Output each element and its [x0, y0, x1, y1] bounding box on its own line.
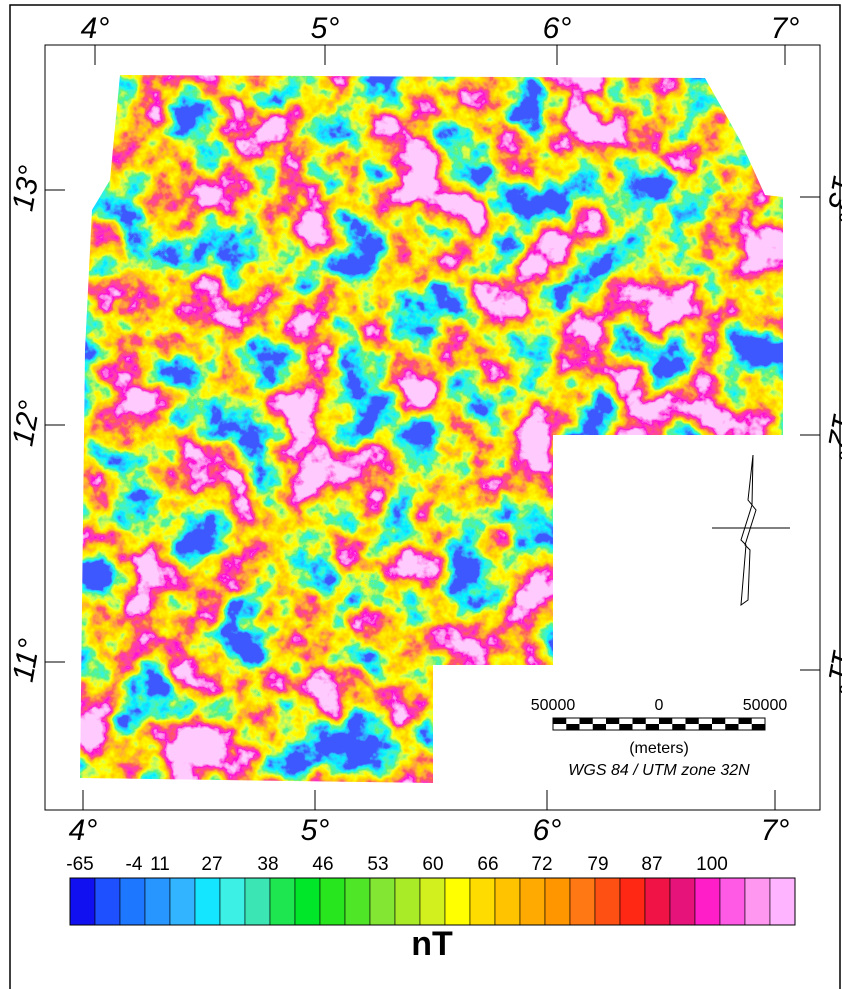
- colorbar-cell: [520, 878, 545, 925]
- colorbar-label: -65: [66, 854, 93, 875]
- scale-check: [752, 724, 765, 730]
- magnetic-grid: [70, 70, 790, 790]
- colorbar-label: 53: [367, 854, 388, 875]
- left-label: 12°: [6, 398, 46, 448]
- colorbar-cell: [295, 878, 320, 925]
- projection: WGS 84 / UTM zone 32N: [568, 762, 750, 779]
- colorbar-cell: [70, 878, 95, 925]
- colorbar-cell: [270, 878, 295, 925]
- colorbar-label: 38: [257, 854, 278, 875]
- colorbar-cell: [595, 878, 620, 925]
- left-label: 13°: [6, 163, 46, 213]
- left-label: 11°: [7, 636, 47, 684]
- right-label: 13°: [819, 173, 842, 223]
- top-label: 6°: [543, 12, 572, 45]
- page: (meters) WGS 84 / UTM zone 32N nT 4° 5° 6°…: [0, 0, 842, 989]
- colorbar-cell: [545, 878, 570, 925]
- scale-check: [712, 718, 725, 724]
- colorbar-cell: [245, 878, 270, 925]
- scale-check: [633, 718, 646, 724]
- colorbar-label: 87: [641, 854, 662, 875]
- colorbar-cell: [95, 878, 120, 925]
- scale-check: [606, 718, 619, 724]
- colorbar-cell: [670, 878, 695, 925]
- scale-label: 0: [655, 697, 664, 714]
- colorbar-cell: [645, 878, 670, 925]
- scale-bar: [553, 718, 765, 730]
- colorbar-cell: [170, 878, 195, 925]
- scale-check: [686, 718, 699, 724]
- bottom-label: 5°: [301, 814, 330, 847]
- colorbar-cell: [770, 878, 795, 925]
- scale-check: [659, 718, 672, 724]
- colorbar-cell: [420, 878, 445, 925]
- bottom-label: 7°: [761, 814, 790, 847]
- top-label: 4°: [81, 12, 110, 45]
- right-label: 12°: [819, 411, 842, 461]
- scale-check: [646, 724, 659, 730]
- scale-check: [672, 724, 685, 730]
- colorbar-cell: [745, 878, 770, 925]
- colorbar-label: 79: [587, 854, 608, 875]
- colorbar-cell: [195, 878, 220, 925]
- colorbar-cell: [145, 878, 170, 925]
- colorbar-cell: [320, 878, 345, 925]
- north-arrow: [712, 455, 790, 605]
- bottom-label: 6°: [533, 814, 562, 847]
- scale-check: [553, 718, 566, 724]
- colorbar-cell: [570, 878, 595, 925]
- scale-check: [593, 724, 606, 730]
- colorbar-cell: [445, 878, 470, 925]
- top-label: 5°: [311, 12, 340, 45]
- colorbar-cell: [495, 878, 520, 925]
- colorbar-cell: [395, 878, 420, 925]
- scale-check: [619, 724, 632, 730]
- scale-unit: (meters): [629, 740, 689, 757]
- colorbar-label: 72: [531, 854, 552, 875]
- colorbar-label: 60: [422, 854, 443, 875]
- colorbar-cell: [720, 878, 745, 925]
- colorbar-label: 100: [696, 854, 728, 875]
- right-label: 11°: [819, 648, 842, 696]
- colorbar-label: 46: [312, 854, 333, 875]
- top-label: 7°: [771, 12, 800, 45]
- scale-check: [739, 718, 752, 724]
- colorbar-label: 27: [201, 854, 222, 875]
- colorbar-cell: [370, 878, 395, 925]
- bottom-label: 4°: [69, 814, 98, 847]
- colorbar-cell: [220, 878, 245, 925]
- colorbar-label: 66: [477, 854, 498, 875]
- scale-label: 50000: [743, 697, 788, 714]
- colorbar-label: 11: [150, 854, 170, 875]
- scale-check: [725, 724, 738, 730]
- scale-check: [699, 724, 712, 730]
- colorbar-unit: nT: [411, 925, 453, 963]
- colorbar-cell: [620, 878, 645, 925]
- scale-label: 50000: [531, 697, 576, 714]
- colorbar-cell: [470, 878, 495, 925]
- colorbar-cell: [695, 878, 720, 925]
- scale-check: [580, 718, 593, 724]
- scale-check: [566, 724, 579, 730]
- colorbar-cell: [345, 878, 370, 925]
- colorbar-label: -4: [126, 854, 143, 875]
- colorbar-cell: [120, 878, 145, 925]
